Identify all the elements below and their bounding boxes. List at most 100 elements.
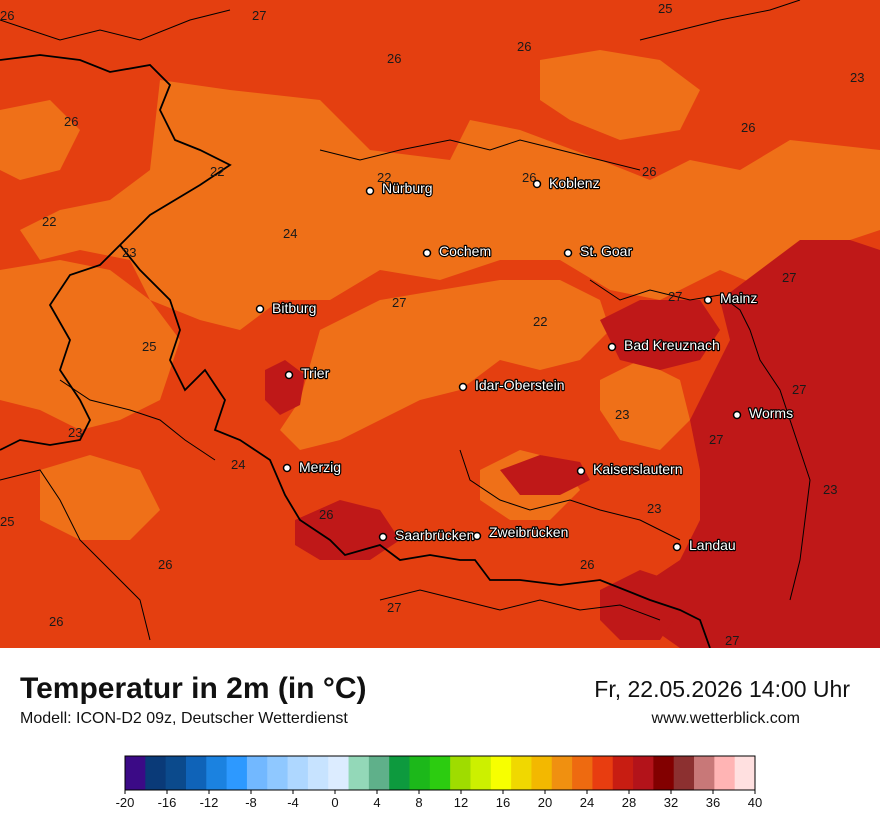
region-border-5 [0,469,151,641]
city-label: Bitburg [272,300,316,316]
city-label: Nürburg [382,180,433,196]
city-bitburg[interactable]: Bitburg [255,299,318,317]
color-swatch [145,756,167,790]
color-swatch [673,756,695,790]
value-label: 26 [49,614,63,629]
hot-zone-kl [500,455,590,495]
color-swatch [328,756,349,790]
city-trier[interactable]: Trier [284,364,331,382]
temperature-map: 26 27 25 26 26 23 26 26 22 22 26 26 22 2… [0,0,880,648]
color-swatch [592,756,614,790]
city-bad-kreuznach[interactable]: Bad Kreuznach [607,336,721,354]
value-label: 26 [64,114,78,129]
city-dot [458,382,468,392]
color-swatch [694,756,715,790]
value-label: 26 [741,120,755,135]
city-merzig[interactable]: Merzig [282,458,342,476]
forecast-datetime: Fr, 22.05.2026 14:00 Uhr [594,676,850,702]
value-label: 26 [522,170,536,185]
website-link[interactable]: www.wetterblick.com [651,710,800,727]
hot-zone-kreuznach [600,300,720,370]
value-label: 27 [709,432,723,447]
model-info: Modell: ICON-D2 09z, Deutscher Wetterdie… [20,710,348,727]
hot-zone-rhine [640,240,880,648]
city-landau[interactable]: Landau [672,536,737,554]
city-dot [282,463,292,473]
city-dot [563,248,573,258]
color-scale-ticks: -20 -16 -12 -8 -4 0 4 8 12 16 20 24 28 32 36 40 [116,790,762,810]
city-mainz[interactable]: Mainz [703,289,759,307]
city-label: Landau [689,537,736,553]
color-swatch [734,756,756,790]
city-dot [422,248,432,258]
city-koblenz[interactable]: Koblenz [532,174,601,192]
value-label: 25 [142,339,156,354]
city-idar-oberstein[interactable]: Idar-Oberstein [458,376,566,394]
city-kaiserslautern[interactable]: Kaiserslautern [576,460,684,478]
color-swatch [572,756,593,790]
region-border-3 [589,279,811,601]
value-label: 26 [517,39,531,54]
city-dot [365,186,375,196]
city-label: Merzig [299,459,341,475]
city-dot [732,410,742,420]
value-label: 26 [158,557,172,572]
city-st-goar[interactable]: St. Goar [563,242,634,260]
city-label: Kaiserslautern [593,461,683,477]
color-scale-swatches [125,756,756,790]
city-label: Worms [749,405,793,421]
region-border-1 [0,9,231,41]
cool-zone-ne [540,50,700,140]
city-nurburg[interactable]: Nürburg [365,179,434,197]
value-label: 27 [387,600,401,615]
city-cochem[interactable]: Cochem [422,242,492,260]
color-swatch [653,756,675,790]
city-dot [607,342,617,352]
value-label: 23 [850,70,864,85]
city-worms[interactable]: Worms [732,404,794,422]
city-label: Mainz [720,290,757,306]
color-swatch [490,756,512,790]
region-border-4 [459,449,681,541]
value-label: 26 [319,507,333,522]
city-dot [255,304,265,314]
value-label: 23 [823,482,837,497]
value-label: 27 [392,295,406,310]
value-label: 27 [668,289,682,304]
region-border-7 [59,379,216,461]
color-swatch [511,756,532,790]
color-swatch [612,756,634,790]
value-label: 22 [42,214,56,229]
city-saarbruecken[interactable]: Saarbrücken [378,526,476,544]
tick-label: 24 [580,795,594,810]
city-zweibruecken[interactable]: Zweibrücken [472,523,570,541]
tick-label: 28 [622,795,636,810]
city-label: Zweibrücken [489,524,568,540]
value-label: 22 [533,314,547,329]
value-label: 22 [210,164,224,179]
value-label: 26 [642,164,656,179]
cool-zone-far-west [0,100,80,180]
hot-zones [265,240,880,648]
tick-label: 4 [373,795,380,810]
city-label: Idar-Oberstein [475,377,564,393]
cool-zone-center [280,280,610,450]
page-title: Temperatur in 2m (in °C) [20,672,367,705]
value-label: 23 [68,425,82,440]
value-label: 24 [231,457,245,472]
color-swatch [389,756,410,790]
hot-zone-saar [295,500,400,560]
value-label: 22 [377,170,391,185]
city-dot [703,295,713,305]
color-swatch [226,756,248,790]
cool-zone-north [20,80,880,330]
tick-label: 0 [331,795,338,810]
color-swatch [368,756,390,790]
value-labels: 26 27 25 26 26 23 26 26 22 22 26 26 22 2… [0,1,864,648]
city-dot [532,179,542,189]
color-swatch [267,756,288,790]
color-scale-legend: -20 -16 -12 -8 -4 0 4 8 12 16 20 24 28 32 36 40 [116,755,762,810]
footer: Temperatur in 2m (in °C) Modell: ICON-D2… [0,648,880,830]
value-label: 27 [252,8,266,23]
color-swatch [185,756,207,790]
